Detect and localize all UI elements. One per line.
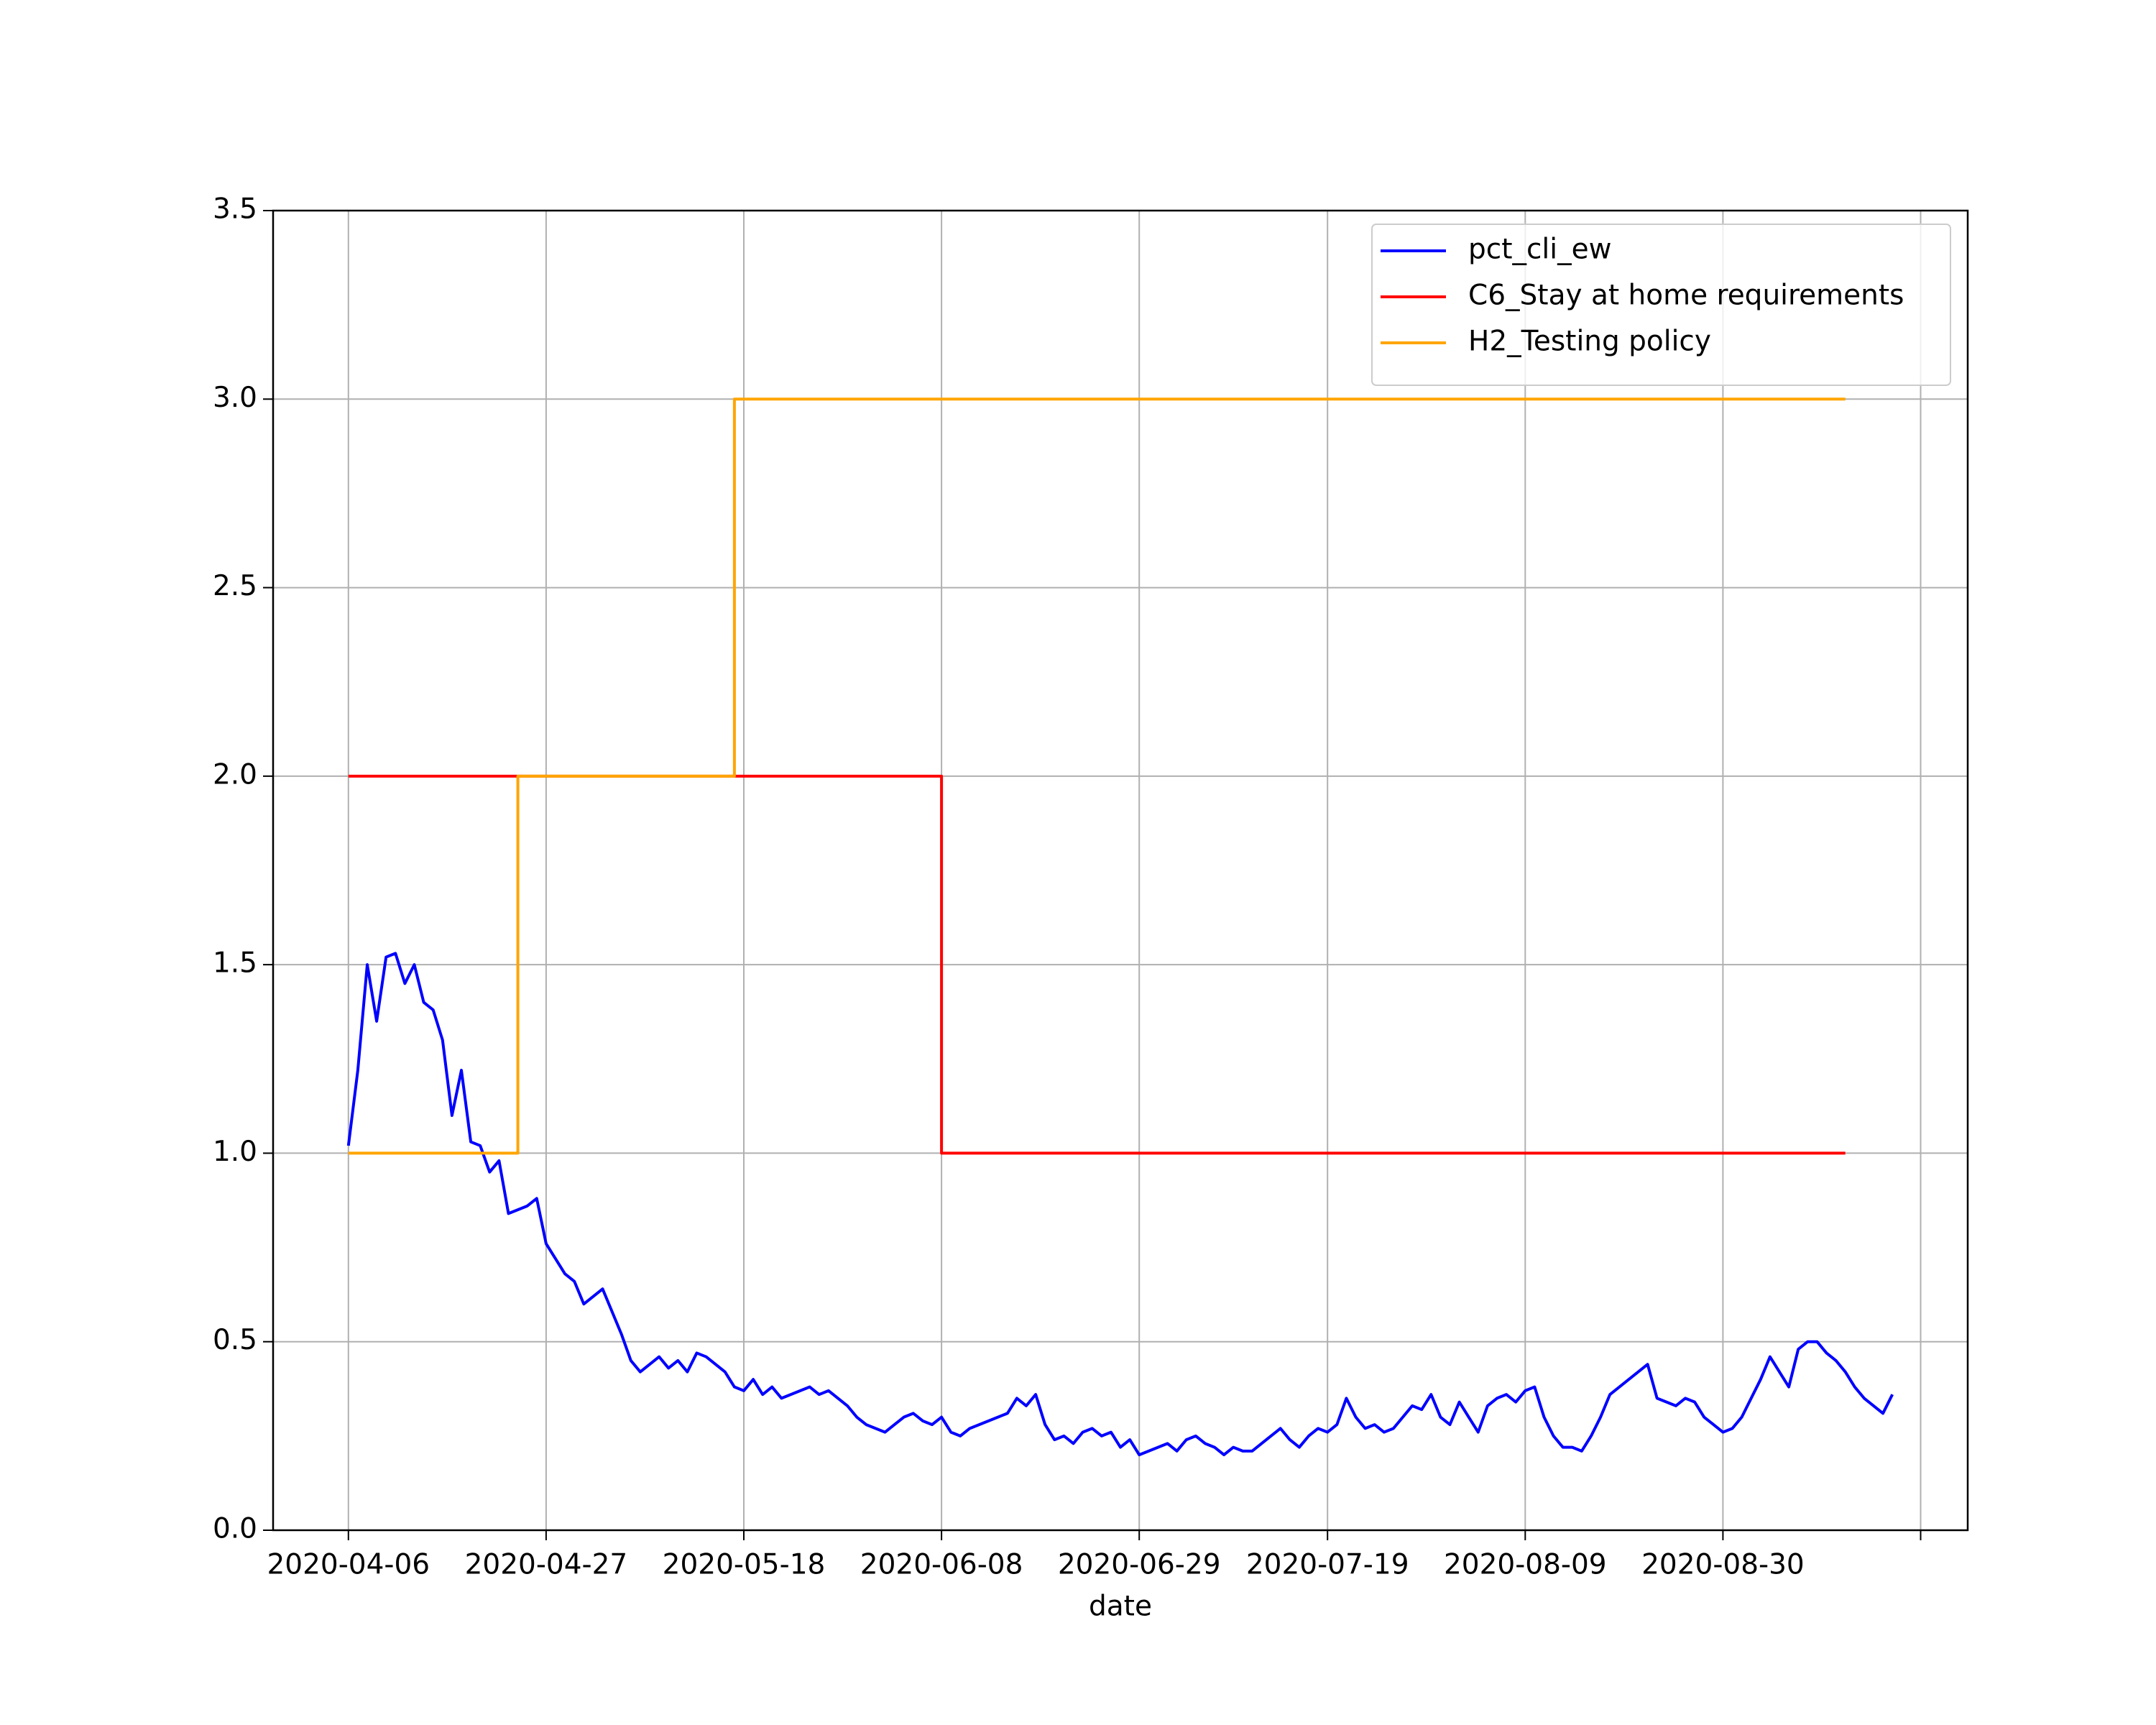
- y-tick-label: 1.0: [213, 1136, 257, 1168]
- x-tick-label: 2020-08-09: [1444, 1549, 1607, 1581]
- x-axis-label: date: [1089, 1591, 1152, 1623]
- y-tick-label: 1.5: [213, 947, 257, 980]
- y-tick-label: 2.0: [213, 758, 257, 791]
- y-tick-label: 3.5: [213, 193, 257, 226]
- x-tick-label: 2020-08-30: [1641, 1549, 1805, 1581]
- legend-label: C6_Stay at home requirements: [1468, 280, 1904, 312]
- legend: pct_cli_ew C6_Stay at home requirements H2…: [1371, 224, 1951, 386]
- x-tick-label: 2020-06-08: [860, 1549, 1023, 1581]
- plot-frame: [272, 209, 1969, 1532]
- data-line: [348, 397, 1846, 1155]
- x-tick-label: 2020-04-27: [465, 1549, 628, 1581]
- x-tick-label: 2020-04-06: [267, 1549, 430, 1581]
- y-tick-label: 2.5: [213, 570, 257, 602]
- legend-box: [1371, 224, 1951, 386]
- data-line: [346, 952, 1894, 1457]
- x-tick-label: 2020-06-29: [1058, 1549, 1221, 1581]
- x-tick-label: 2020-07-19: [1246, 1549, 1409, 1581]
- y-tick-label: 0.0: [213, 1513, 257, 1545]
- y-tick-label: 3.0: [213, 382, 257, 414]
- x-tick-label: 2020-05-18: [663, 1549, 826, 1581]
- legend-label: pct_cli_ew: [1468, 234, 1612, 266]
- y-tick-label: 0.5: [213, 1324, 257, 1356]
- legend-label: H2_Testing policy: [1468, 326, 1711, 358]
